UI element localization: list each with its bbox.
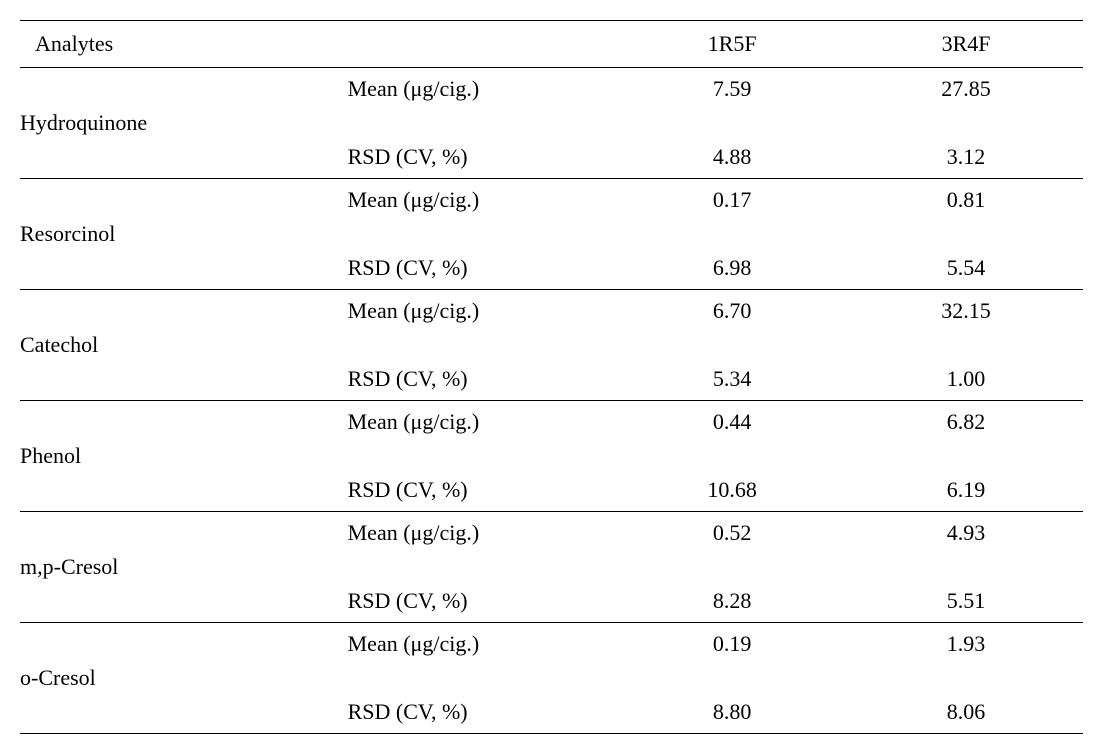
analyte-cell [20,691,318,734]
analyte-cell [20,179,318,222]
table-row: RSD (CV, %) 5.34 1.00 [20,358,1083,401]
measure-label: Mean (μg/cig.) [318,401,616,444]
table-row: Mean (μg/cig.) 0.52 4.93 [20,512,1083,555]
measure-label: Mean (μg/cig.) [318,179,616,222]
table-row: RSD (CV, %) 8.28 5.51 [20,580,1083,623]
analyte-cell [20,290,318,333]
table-row: Mean (μg/cig.) 6.70 32.15 [20,290,1083,333]
measure-label: RSD (CV, %) [318,247,616,290]
measure-label: RSD (CV, %) [318,580,616,623]
table-row: Catechol [20,332,1083,358]
analyte-cell [20,136,318,179]
table-row: Mean (μg/cig.) 7.59 27.85 [20,68,1083,111]
analytes-table: Analytes 1R5F 3R4F Mean (μg/cig.) 7.59 2… [20,20,1083,734]
value-cell: 6.70 [615,290,849,333]
value-cell: 6.19 [849,469,1083,512]
header-row: Analytes 1R5F 3R4F [20,21,1083,68]
analyte-name: o-Cresol [20,665,318,691]
analyte-cell [20,401,318,444]
value-cell: 0.81 [849,179,1083,222]
table-row: Mean (μg/cig.) 0.19 1.93 [20,623,1083,666]
value-cell: 3.12 [849,136,1083,179]
table-row: RSD (CV, %) 10.68 6.19 [20,469,1083,512]
table-row: RSD (CV, %) 6.98 5.54 [20,247,1083,290]
analyte-name: m,p-Cresol [20,554,318,580]
value-cell: 8.06 [849,691,1083,734]
measure-label: RSD (CV, %) [318,358,616,401]
header-measure [318,21,616,68]
value-cell: 1.00 [849,358,1083,401]
value-cell: 6.82 [849,401,1083,444]
value-cell: 6.98 [615,247,849,290]
measure-label: Mean (μg/cig.) [318,623,616,666]
value-cell: 0.19 [615,623,849,666]
header-analytes: Analytes [20,21,318,68]
value-cell: 27.85 [849,68,1083,111]
analyte-cell [20,68,318,111]
analyte-cell [20,623,318,666]
measure-label: Mean (μg/cig.) [318,290,616,333]
value-cell: 0.52 [615,512,849,555]
table-row: Resorcinol [20,221,1083,247]
table-body: Mean (μg/cig.) 7.59 27.85 Hydroquinone R… [20,68,1083,734]
value-cell: 1.93 [849,623,1083,666]
value-cell: 32.15 [849,290,1083,333]
table-row: RSD (CV, %) 8.80 8.06 [20,691,1083,734]
measure-label: RSD (CV, %) [318,691,616,734]
header-col2: 3R4F [849,21,1083,68]
value-cell: 0.17 [615,179,849,222]
value-cell: 8.80 [615,691,849,734]
value-cell: 5.34 [615,358,849,401]
analyte-cell [20,469,318,512]
value-cell: 4.93 [849,512,1083,555]
table-row: RSD (CV, %) 4.88 3.12 [20,136,1083,179]
analyte-cell [20,358,318,401]
value-cell: 4.88 [615,136,849,179]
table-header: Analytes 1R5F 3R4F [20,21,1083,68]
table-row: Mean (μg/cig.) 0.17 0.81 [20,179,1083,222]
table-row: Hydroquinone [20,110,1083,136]
table-row: o-Cresol [20,665,1083,691]
value-cell: 8.28 [615,580,849,623]
table-row: m,p-Cresol [20,554,1083,580]
value-cell: 5.51 [849,580,1083,623]
value-cell: 5.54 [849,247,1083,290]
measure-label: RSD (CV, %) [318,136,616,179]
analyte-name: Resorcinol [20,221,318,247]
table-row: Mean (μg/cig.) 0.44 6.82 [20,401,1083,444]
measure-label: Mean (μg/cig.) [318,512,616,555]
analyte-cell [20,247,318,290]
measure-label: Mean (μg/cig.) [318,68,616,111]
analyte-name: Phenol [20,443,318,469]
table-row: Phenol [20,443,1083,469]
measure-label: RSD (CV, %) [318,469,616,512]
analyte-cell [20,580,318,623]
value-cell: 7.59 [615,68,849,111]
analyte-name: Hydroquinone [20,110,318,136]
analyte-name: Catechol [20,332,318,358]
value-cell: 10.68 [615,469,849,512]
analyte-cell [20,512,318,555]
header-col1: 1R5F [615,21,849,68]
value-cell: 0.44 [615,401,849,444]
